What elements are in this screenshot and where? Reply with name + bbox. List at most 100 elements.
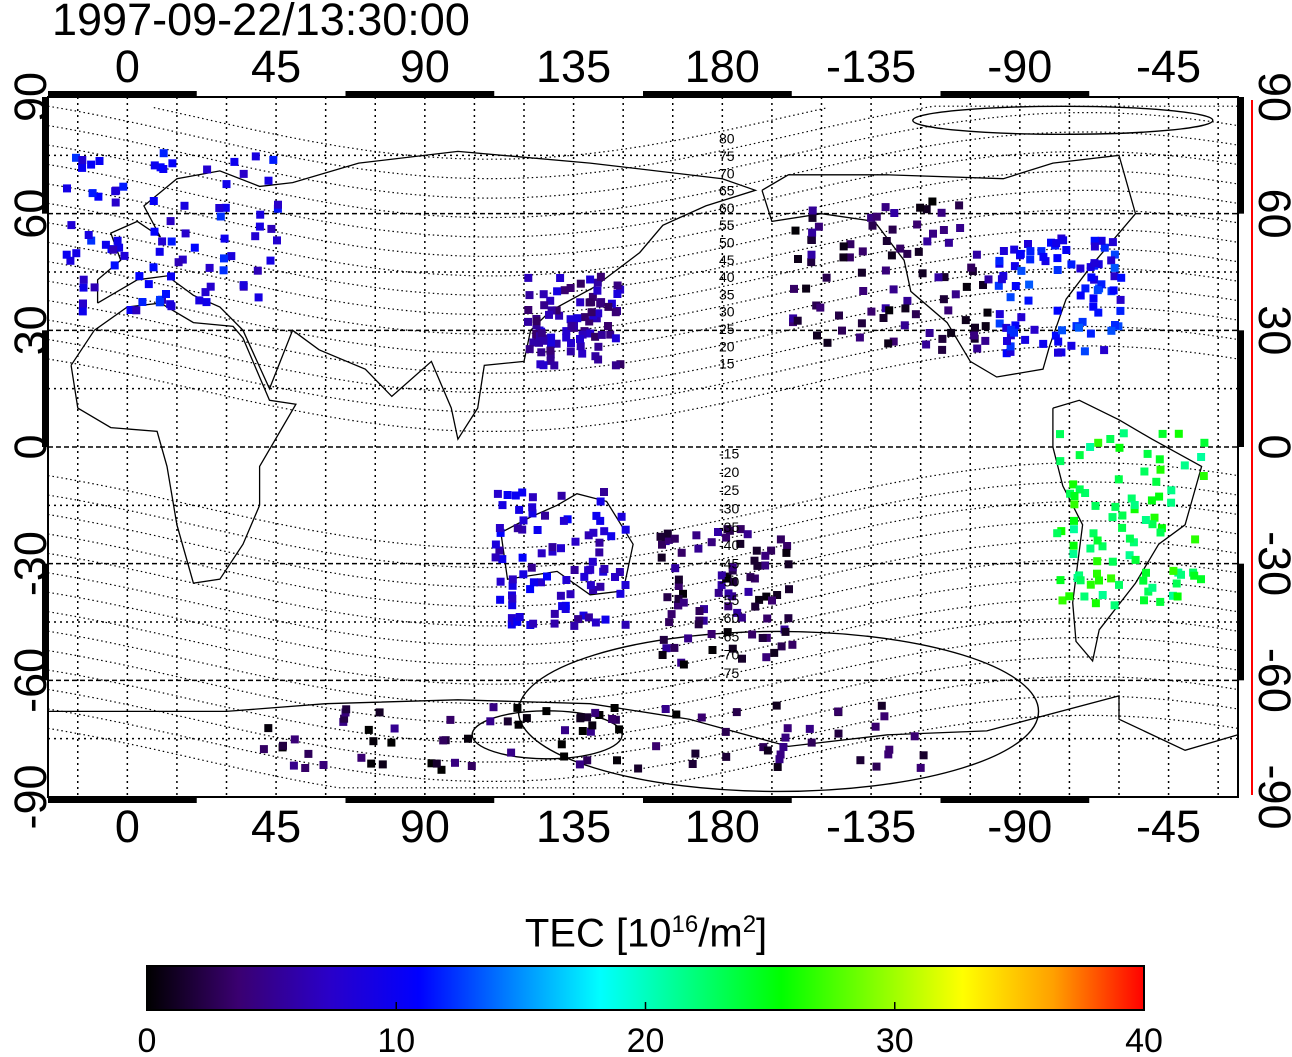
tec-pixel (493, 489, 502, 498)
tec-pixel (793, 316, 802, 325)
tec-pixel (1127, 494, 1136, 503)
tec-pixel (1058, 596, 1067, 605)
tec-pixel (508, 594, 517, 603)
contour-label: 75 (719, 148, 735, 164)
tec-pixel (674, 594, 683, 603)
tec-pixel (115, 243, 124, 252)
tec-pixel (149, 263, 158, 272)
tec-pixel (664, 535, 673, 544)
tec-pixel (956, 224, 965, 232)
tec-pixel (221, 203, 230, 212)
tec-pixel (239, 281, 248, 290)
tec-pixel (573, 314, 582, 323)
tec-pixel (585, 317, 594, 326)
tec-pixel (1140, 467, 1149, 476)
tec-pixel (776, 750, 785, 759)
tec-pixel (566, 315, 575, 324)
tec-pixel (206, 282, 215, 291)
tec-pixel (555, 311, 564, 320)
top-tick-label: -90 (987, 41, 1052, 92)
tec-pixel (1062, 246, 1071, 254)
tec-pixel (1156, 528, 1165, 537)
top-tick-label: 45 (251, 41, 301, 92)
tec-pixel (375, 708, 384, 717)
tec-pixel (794, 255, 802, 263)
tec-pixel (1155, 492, 1164, 501)
tec-pixel (1076, 291, 1085, 300)
tec-pixel (999, 247, 1008, 255)
tec-pixel (467, 762, 476, 770)
tec-pixel (87, 160, 96, 169)
tec-pixel (1080, 592, 1089, 601)
tec-pixel (772, 701, 781, 710)
tec-pixel (528, 503, 537, 512)
tec-pixel (528, 509, 537, 518)
tec-pixel (230, 157, 239, 166)
mag-contour (47, 112, 1239, 199)
tec-pixel (835, 311, 843, 320)
axis-bar (1238, 330, 1244, 447)
tec-pixel (524, 273, 533, 282)
tec-pixel (733, 608, 742, 617)
tec-pixel (525, 345, 534, 354)
tec-pixel (264, 724, 273, 733)
tec-pixel (522, 714, 531, 723)
tec-pixel (995, 256, 1004, 265)
tec-pixel (658, 651, 667, 659)
tec-pixel (918, 269, 927, 278)
tec-pixel (566, 347, 575, 356)
tec-pixel (167, 272, 175, 281)
tec-pixel (1177, 570, 1185, 579)
tec-pixel (1069, 550, 1078, 558)
tec-pixel (560, 752, 569, 761)
top-tick-label: -135 (826, 41, 916, 92)
tec-pixel (672, 710, 681, 719)
tec-pixel (1075, 451, 1084, 460)
tec-pixel (929, 229, 937, 238)
tec-pixel (150, 161, 159, 170)
tec-pixel (885, 306, 894, 315)
tec-pixel (220, 254, 228, 263)
tec-pixel (607, 532, 616, 541)
contour-label: 65 (719, 183, 735, 199)
tec-pixel (721, 727, 730, 736)
tec-pixel (755, 595, 764, 604)
tec-pixel (656, 532, 665, 541)
tec-pixel (390, 724, 399, 733)
tec-pixel (583, 756, 592, 765)
tec-pixel (576, 279, 585, 288)
tec-pixel (367, 759, 376, 768)
tec-pixel (684, 634, 693, 643)
tec-pixel (728, 644, 737, 653)
tec-pixel (890, 209, 899, 217)
tec-pixel (928, 197, 937, 206)
tec-pixel (736, 539, 745, 548)
tec-pixel (562, 327, 571, 336)
tec-pixel (691, 749, 700, 758)
tec-pixel (90, 283, 99, 292)
tec-pixel (888, 225, 897, 234)
left-tick-label: 90 (5, 72, 56, 122)
tec-pixel (539, 290, 548, 299)
tec-pixel (591, 708, 600, 717)
contour-label: -45 (719, 555, 739, 571)
tec-pixel (1116, 306, 1125, 315)
tec-pixel (663, 593, 672, 602)
tec-pixel (816, 303, 825, 312)
tec-pixel (597, 330, 606, 339)
tec-pixel (503, 717, 512, 726)
tec-pixel (750, 574, 759, 583)
tec-pixel (1107, 256, 1116, 265)
tec-pixel (1010, 245, 1019, 254)
tec-pixel (1093, 557, 1102, 566)
tec-pixel (1080, 347, 1089, 356)
tec-pixel (882, 237, 891, 245)
axis-tick-marks (42, 91, 1244, 803)
tec-pixel (859, 287, 868, 295)
tec-pixel (251, 152, 260, 161)
tec-pixel (750, 556, 759, 565)
tec-pixel (784, 560, 793, 569)
tec-pixel (364, 725, 373, 734)
tec-pixel (190, 243, 199, 252)
